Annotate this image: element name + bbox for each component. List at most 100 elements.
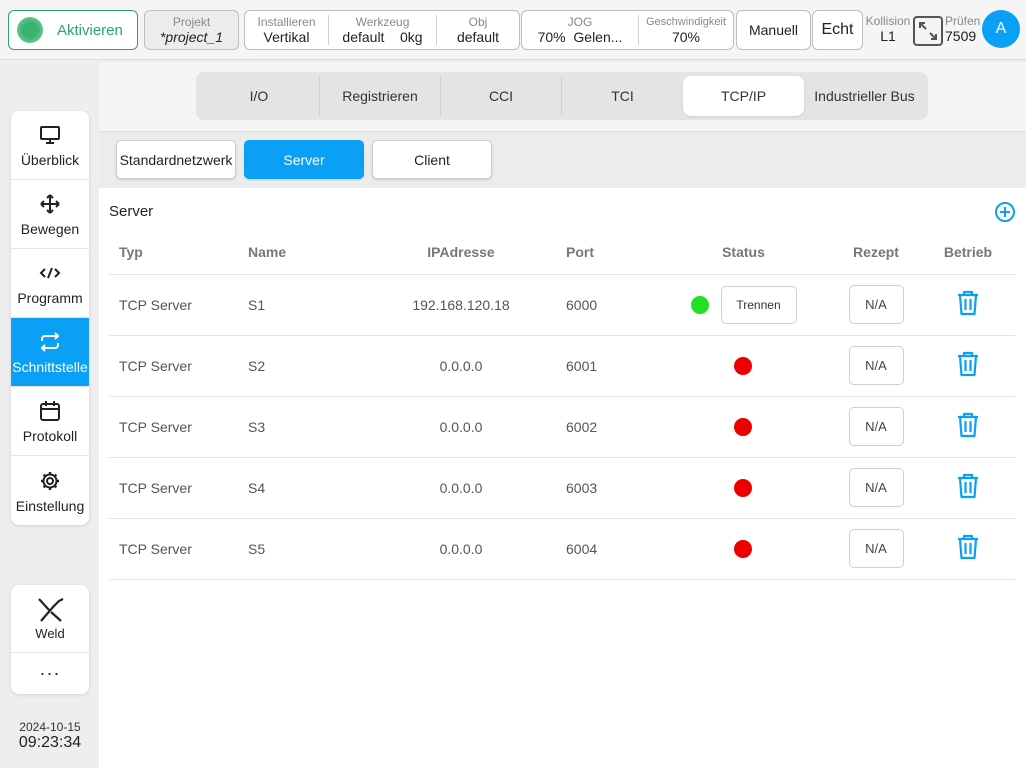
recipe-button[interactable]: N/A xyxy=(848,346,904,385)
cell-name: S1 xyxy=(248,274,356,336)
project-value: *project_1 xyxy=(159,29,224,45)
sidebar-item-settings[interactable]: Einstellung xyxy=(11,456,89,525)
tab-cci[interactable]: CCI xyxy=(441,76,562,116)
tab-strip: I/O Registrieren CCI TCI TCP/IP Industri… xyxy=(99,62,1026,132)
tab-io[interactable]: I/O xyxy=(199,76,320,116)
cell-port: 6003 xyxy=(566,457,656,519)
collision-status[interactable]: Kollision L1 xyxy=(865,14,911,44)
sidebar-item-log[interactable]: Protokoll xyxy=(11,387,89,456)
activate-label: Aktivieren xyxy=(57,21,123,39)
jog-cell[interactable]: JOG 70% Gelen... xyxy=(522,15,639,45)
top-bar: Aktivieren Projekt *project_1 Installier… xyxy=(0,0,1026,60)
expand-icon[interactable] xyxy=(913,16,943,46)
trash-icon[interactable] xyxy=(956,412,980,438)
cell-ip: 0.0.0.0 xyxy=(356,457,566,519)
cell-port: 6001 xyxy=(566,335,656,397)
sidebar-item-label: Schnittstelle xyxy=(12,359,88,375)
main-panel: I/O Registrieren CCI TCI TCP/IP Industri… xyxy=(99,62,1026,768)
manual-mode-button[interactable]: Manuell xyxy=(736,10,811,50)
tab-register[interactable]: Registrieren xyxy=(320,76,441,116)
obj-value: default xyxy=(456,29,500,45)
cell-recipe: N/A xyxy=(831,518,921,580)
check-status[interactable]: Prüfen 7509 xyxy=(945,14,981,44)
install-tool-obj-group[interactable]: Installieren Vertikal Werkzeug default 0… xyxy=(244,10,520,50)
tool-cell[interactable]: Werkzeug default 0kg xyxy=(329,15,437,45)
table-row: TCP Server S2 0.0.0.0 6001 N/A xyxy=(109,335,1015,397)
gear-icon xyxy=(39,468,61,494)
sidebar-item-label: Bewegen xyxy=(20,221,80,237)
recipe-button[interactable]: N/A xyxy=(848,529,904,568)
column-header-name: Name xyxy=(248,231,356,275)
tab-tcp-ip[interactable]: TCP/IP xyxy=(683,76,804,116)
cell-status xyxy=(656,335,831,397)
cell-type: TCP Server xyxy=(109,274,248,336)
cell-operation xyxy=(921,335,1015,397)
check-caption: Prüfen xyxy=(945,14,981,28)
cell-type: TCP Server xyxy=(109,518,248,580)
swap-icon xyxy=(39,329,61,355)
tab-tci[interactable]: TCI xyxy=(611,88,634,104)
sidebar-item-interface[interactable]: Schnittstelle xyxy=(11,318,89,387)
install-cell[interactable]: Installieren Vertikal xyxy=(245,15,329,45)
speed-value: 70% xyxy=(671,29,701,45)
table-row: TCP Server S4 0.0.0.0 6003 N/A xyxy=(109,457,1015,519)
recipe-button[interactable]: N/A xyxy=(848,468,904,507)
trash-icon[interactable] xyxy=(956,534,980,560)
table-header-row: Typ Name IPAdresse Port Status Rezept Be… xyxy=(109,231,1015,275)
recipe-button[interactable]: N/A xyxy=(848,407,904,446)
cell-type: TCP Server xyxy=(109,335,248,397)
real-mode-button[interactable]: Echt xyxy=(812,10,863,50)
column-header-status: Status xyxy=(656,231,831,275)
obj-cell[interactable]: Obj default xyxy=(437,15,519,45)
add-server-icon[interactable] xyxy=(994,201,1016,228)
sidebar-item-program[interactable]: Programm xyxy=(11,249,89,318)
subtab-client[interactable]: Client xyxy=(372,140,492,179)
recipe-button[interactable]: N/A xyxy=(848,285,904,324)
trash-icon[interactable] xyxy=(956,351,980,377)
sidebar-item-overview[interactable]: Überblick xyxy=(11,111,89,180)
section-title: Server xyxy=(109,203,154,220)
subtab-standard-network[interactable]: Standardnetzwerk xyxy=(116,140,236,179)
status-connected-icon xyxy=(690,295,709,314)
project-selector[interactable]: Projekt *project_1 xyxy=(144,10,239,50)
subtab-strip: Standardnetzwerk Server Client xyxy=(99,132,1026,188)
sidebar-item-label: Einstellung xyxy=(15,497,85,514)
install-caption: Installieren xyxy=(257,15,316,29)
cell-operation xyxy=(921,396,1015,458)
disconnect-button[interactable]: Trennen xyxy=(720,285,797,324)
tab-industrial-bus[interactable]: Industrieller Bus xyxy=(814,88,915,104)
activate-button[interactable]: Aktivieren xyxy=(8,10,138,50)
column-header-operation: Betrieb xyxy=(921,231,1015,275)
jog-value: 70% Gelen... xyxy=(522,29,638,45)
weld-torch-icon xyxy=(35,597,65,626)
sidebar-item-move[interactable]: Bewegen xyxy=(11,180,89,249)
clock-time: 09:23:34 xyxy=(18,734,82,751)
cell-name: S3 xyxy=(248,396,356,458)
install-value: Vertikal xyxy=(263,29,310,45)
cell-type: TCP Server xyxy=(109,396,248,458)
activate-status-icon xyxy=(17,17,43,43)
weld-button[interactable]: Weld xyxy=(11,585,89,653)
cell-port: 6000 xyxy=(566,274,656,336)
cell-name: S4 xyxy=(248,457,356,519)
cell-status xyxy=(656,396,831,458)
more-menu-button[interactable]: ··· xyxy=(39,662,61,683)
trash-icon[interactable] xyxy=(956,473,980,499)
tab-bar: I/O Registrieren CCI TCI TCP/IP Industri… xyxy=(196,72,928,120)
avatar[interactable]: A xyxy=(982,10,1020,48)
calendar-icon xyxy=(39,398,61,424)
jog-speed-group[interactable]: JOG 70% Gelen... Geschwindigkeit 70% xyxy=(521,10,734,50)
cell-status: Trennen xyxy=(656,274,831,336)
cell-recipe: N/A xyxy=(831,335,921,397)
subtab-server[interactable]: Server xyxy=(244,140,364,179)
project-caption: Projekt xyxy=(172,15,211,29)
cell-recipe: N/A xyxy=(831,457,921,519)
move-icon xyxy=(39,191,61,217)
cell-operation xyxy=(921,457,1015,519)
cell-ip: 0.0.0.0 xyxy=(356,396,566,458)
speed-cell[interactable]: Geschwindigkeit 70% xyxy=(639,15,733,45)
code-icon xyxy=(39,260,61,286)
cell-ip: 192.168.120.18 xyxy=(356,274,566,336)
trash-icon[interactable] xyxy=(956,290,980,316)
clock-date: 2024-10-15 xyxy=(19,720,81,734)
